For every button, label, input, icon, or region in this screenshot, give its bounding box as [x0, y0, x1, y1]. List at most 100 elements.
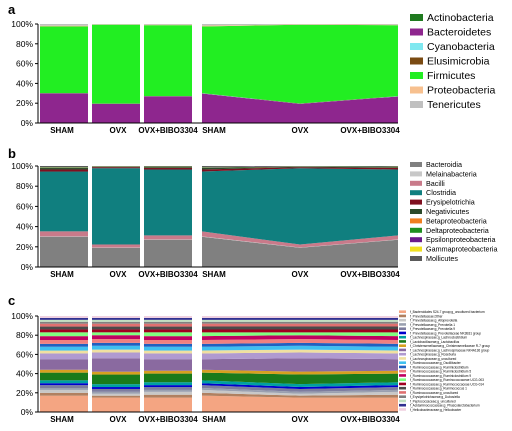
- bar-segment-c-1-21: [92, 319, 140, 322]
- bar-segment-c-1-4: [92, 388, 140, 392]
- bar-segment-b-0-0: [40, 236, 88, 267]
- y-tick-label-b-5: 100%: [11, 161, 33, 171]
- area-band-c-19: [202, 323, 398, 327]
- category-label-c-0: SHAM: [50, 415, 74, 424]
- area-band-c-14: [202, 339, 398, 344]
- area-band-c-1: [202, 392, 398, 398]
- legend-label-a-5: Proteobacteria: [427, 85, 495, 97]
- area-band-b-5: [202, 166, 398, 170]
- legend-label-c-7: f_Lactobacillaceae;g_Lactobacillus: [410, 340, 460, 344]
- bar-segment-c-0-13: [40, 343, 88, 347]
- area-band-c-18: [202, 326, 398, 330]
- legend-swatch-c-8: [399, 344, 406, 347]
- legend-label-c-8: f_Christensenellaceae;g_Christensenellac…: [410, 344, 490, 348]
- y-tick-label-a-5: 100%: [11, 19, 33, 29]
- legend-label-b-3: Clostridia: [426, 188, 456, 197]
- legend-label-c-5: f_Prevotellaceae;g_Prevotellaceae NK3B31…: [410, 331, 481, 335]
- legend-label-a-3: Elusimicrobia: [427, 56, 490, 68]
- bar-segment-b-1-5: [92, 166, 140, 168]
- bar-segment-c-1-22: [92, 317, 140, 320]
- legend-label-a-4: Firmicutes: [427, 70, 475, 82]
- legend-swatch-c-2: [399, 318, 406, 322]
- bar-segment-c-2-23: [144, 316, 192, 318]
- area-band-a-1: [202, 93, 398, 123]
- bar-segment-b-2-4: [144, 168, 192, 170]
- y-tick-label-c-5: 100%: [11, 311, 33, 321]
- legend-swatch-c-15: [399, 374, 406, 377]
- y-tick-label-a-2: 40%: [16, 78, 33, 88]
- bar-segment-c-1-2: [92, 393, 140, 396]
- y-tick-label-c-4: 80%: [16, 330, 33, 340]
- area-band-b-0: [202, 236, 398, 267]
- bar-segment-b-2-10: [144, 166, 192, 167]
- bar-segment-a-1-1: [92, 103, 140, 123]
- area-band-c-17: [202, 329, 398, 333]
- bar-segment-c-2-2: [144, 391, 192, 395]
- area-band-c-9: [202, 358, 398, 372]
- legend-swatch-c-16: [399, 378, 406, 381]
- area-band-a-4: [202, 24, 398, 104]
- area-category-label-c-1: OVX: [292, 415, 310, 424]
- legend-swatch-a-0: [410, 14, 423, 21]
- legend-label-b-8: Epsilonproteobacteria: [426, 235, 496, 244]
- area-category-label-a-1: OVX: [292, 126, 310, 135]
- bar-segment-c-0-18: [40, 326, 88, 330]
- legend-swatch-b-4: [410, 199, 422, 205]
- area-band-c-23: [202, 316, 398, 318]
- legend-label-b-2: Bacilli: [426, 179, 445, 188]
- legend-swatch-c-7: [399, 340, 406, 343]
- category-label-a-0: SHAM: [50, 126, 74, 135]
- bar-segment-c-1-20: [92, 321, 140, 324]
- bar-segment-b-0-3: [40, 171, 88, 232]
- bar-segment-c-0-20: [40, 321, 88, 324]
- bar-segment-a-1-4: [92, 24, 140, 104]
- bar-segment-a-0-6: [40, 24, 88, 26]
- area-category-label-b-0: SHAM: [202, 270, 226, 279]
- legend-swatch-a-2: [410, 43, 423, 50]
- bar-segment-c-1-14: [92, 339, 140, 343]
- area-band-b-8: [202, 166, 398, 168]
- y-tick-label-a-3: 60%: [16, 59, 33, 69]
- area-band-c-22: [202, 317, 398, 320]
- legend-swatch-c-14: [399, 369, 406, 373]
- legend-swatch-c-11: [399, 357, 406, 360]
- bar-segment-c-1-18: [92, 326, 140, 330]
- area-band-c-8: [202, 369, 398, 375]
- bar-segment-c-2-13: [144, 343, 192, 347]
- y-tick-label-c-2: 40%: [16, 369, 33, 379]
- legend-swatch-c-13: [399, 365, 406, 369]
- bar-segment-a-2-6: [144, 24, 192, 25]
- bar-segment-c-1-15: [92, 335, 140, 340]
- legend-label-b-5: Negativicutes: [426, 207, 470, 216]
- legend-label-c-11: f_Lachnospiraceae;g_uncultured: [410, 357, 457, 361]
- y-tick-label-b-1: 20%: [16, 242, 33, 252]
- legend-label-c-15: f_Ruminococcaceae;g_Ruminiclostridium 9: [410, 374, 471, 378]
- bar-segment-c-1-17: [92, 329, 140, 333]
- bar-segment-b-2-5: [144, 167, 192, 169]
- legend-label-c-10: f_Lachnospiraceae;g_Roseburia: [410, 353, 456, 357]
- bar-segment-a-2-4: [144, 25, 192, 97]
- legend-label-c-2: f_Prevotellaceae;g_Alloprevotella: [410, 319, 458, 323]
- bar-segment-c-0-21: [40, 319, 88, 322]
- bar-segment-c-0-4: [40, 385, 88, 388]
- area-band-b-9: [202, 166, 398, 168]
- bar-segment-b-1-3: [92, 168, 140, 245]
- category-label-c-2: OVX+BIBO3304: [138, 415, 198, 424]
- y-tick-label-a-0: 0%: [21, 118, 34, 128]
- bar-segment-b-0-2: [40, 231, 88, 237]
- category-label-b-2: OVX+BIBO3304: [138, 270, 198, 279]
- area-band-b-3: [202, 168, 398, 245]
- bar-segment-c-2-3: [144, 389, 192, 392]
- y-tick-label-b-0: 0%: [21, 262, 34, 272]
- bar-segment-c-1-3: [92, 391, 140, 394]
- area-band-c-15: [202, 335, 398, 340]
- legend-swatch-b-9: [410, 246, 422, 252]
- bar-segment-c-0-8: [40, 369, 88, 373]
- category-label-a-1: OVX: [110, 126, 128, 135]
- legend-swatch-c-21: [399, 399, 406, 403]
- y-tick-label-b-3: 60%: [16, 201, 33, 211]
- bar-segment-c-2-10: [144, 353, 192, 360]
- legend-swatch-c-10: [399, 352, 406, 356]
- y-tick-label-b-4: 80%: [16, 181, 33, 191]
- legend-label-a-2: Cyanobacteria: [427, 41, 495, 53]
